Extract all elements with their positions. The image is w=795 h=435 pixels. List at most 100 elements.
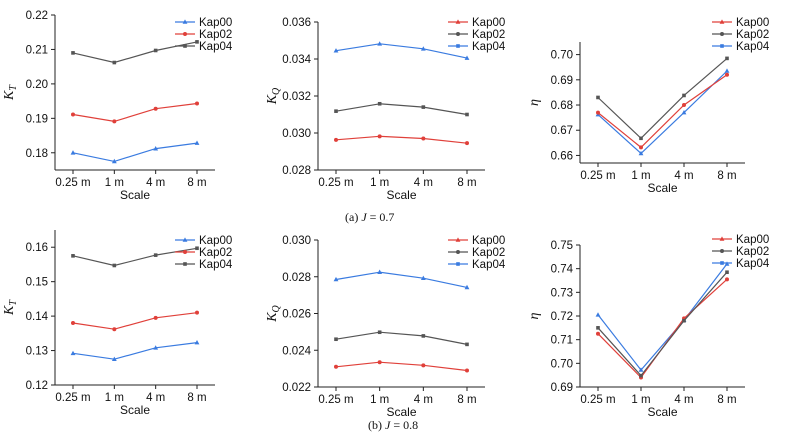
x-tick-label: 8 m — [187, 392, 206, 404]
y-tick-label: 0.69 — [551, 382, 573, 394]
data-point-kap00 — [194, 340, 200, 345]
legend-marker — [455, 19, 461, 24]
series-line-kap00 — [335, 271, 468, 288]
series-line-kap00 — [72, 342, 198, 360]
y-axis-label: KQ — [265, 304, 282, 322]
y-tick-label: 0.71 — [551, 335, 573, 347]
legend-label: Kap00 — [736, 17, 769, 29]
series-line-kap04 — [72, 41, 198, 64]
y-tick-label: 0.12 — [26, 380, 48, 392]
data-point-kap00 — [420, 275, 426, 281]
data-point-kap04 — [153, 253, 158, 257]
y-tick-label: 0.70 — [551, 358, 573, 370]
y-tick-label: 0.030 — [282, 128, 311, 140]
data-point-kap00 — [70, 150, 76, 155]
x-tick-label: 1 m — [631, 394, 650, 406]
y-tick-label: 0.14 — [26, 311, 49, 323]
x-tick-label: 0.25 m — [580, 170, 615, 182]
x-tick-label: 4 m — [674, 394, 693, 406]
legend-marker — [183, 32, 187, 36]
y-tick-label: 0.036 — [282, 17, 311, 29]
data-point-kap04 — [71, 254, 75, 258]
data-point-kap02 — [682, 103, 686, 108]
data-point-kap04 — [195, 246, 199, 251]
data-point-kap00 — [153, 146, 159, 151]
y-tick-label: 0.19 — [26, 113, 48, 125]
chart-a1: 0.18 0.19 0.20 0.21 0.22 0.25 m 1 m 4 m 8 m Scale… — [2, 10, 233, 202]
data-point-kap00 — [464, 55, 470, 60]
data-point-kap00 — [377, 41, 383, 46]
series-line-kap00 — [597, 70, 728, 155]
series-line-kap02 — [597, 74, 728, 149]
x-tick-label: 1 m — [631, 170, 650, 182]
caption-b: (b) J = 0.8 — [368, 418, 419, 432]
y-tick-label: 0.034 — [282, 54, 311, 66]
data-point-kap00 — [70, 350, 76, 356]
data-point-kap00 — [194, 140, 200, 145]
data-point-kap04 — [377, 101, 382, 106]
legend-marker — [456, 32, 460, 36]
data-point-kap02 — [195, 101, 199, 106]
series-line-kap04 — [597, 271, 728, 377]
data-point-kap00 — [333, 276, 339, 282]
data-point-kap02 — [71, 321, 75, 325]
chart-a2: 0.028 0.030 0.032 0.034 0.036 0.25 m 1 m 4 m 8 m… — [265, 17, 506, 202]
data-point-kap00 — [638, 367, 644, 372]
data-point-kap02 — [334, 364, 338, 369]
y-tick-label: 0.72 — [551, 311, 573, 323]
x-tick-label: 8 m — [717, 170, 736, 182]
y-tick-label: 0.68 — [551, 100, 573, 112]
y-tick-label: 0.026 — [282, 309, 311, 321]
data-point-kap04 — [421, 334, 426, 338]
data-point-kap02 — [421, 136, 426, 141]
data-point-kap02 — [596, 331, 600, 336]
data-point-kap00 — [464, 284, 470, 290]
series-line-kap00 — [72, 142, 198, 163]
data-point-kap04 — [421, 105, 426, 109]
x-axis-label: Scale — [647, 181, 677, 195]
y-tick-label: 0.030 — [282, 235, 311, 247]
y-tick-label: 0.69 — [551, 75, 573, 87]
data-point-kap04 — [725, 56, 729, 61]
data-point-kap02 — [377, 134, 382, 139]
legend-marker — [719, 19, 725, 24]
caption-a: (a) J = 0.7 — [345, 210, 395, 224]
x-tick-label: 4 m — [146, 392, 165, 404]
data-point-kap02 — [465, 141, 469, 146]
data-point-kap00 — [420, 46, 426, 51]
y-tick-label: 0.022 — [282, 382, 311, 394]
x-tick-label: 4 m — [414, 177, 433, 189]
legend-label: Kap00 — [472, 235, 505, 247]
x-tick-label: 0.25 m — [55, 177, 90, 189]
data-point-kap04 — [596, 95, 600, 100]
y-tick-label: 0.70 — [551, 50, 573, 62]
legend-marker — [183, 262, 187, 266]
data-point-kap02 — [377, 360, 382, 365]
x-tick-label: 0.25 m — [318, 394, 353, 406]
data-point-kap02 — [153, 315, 158, 320]
y-axis-label: η — [527, 99, 542, 106]
legend-label: Kap04 — [736, 258, 770, 270]
data-point-kap02 — [725, 277, 729, 282]
y-axis-label: KQ — [265, 87, 282, 105]
legend-marker — [720, 44, 724, 48]
x-tick-label: 4 m — [674, 170, 693, 182]
legend-label: Kap04 — [199, 259, 233, 271]
x-axis-label: Scale — [120, 403, 150, 417]
y-tick-label: 0.16 — [26, 242, 48, 254]
x-axis-label: Scale — [386, 188, 416, 202]
data-point-kap04 — [334, 337, 338, 342]
y-tick-label: 0.024 — [282, 345, 311, 357]
y-tick-label: 0.73 — [551, 287, 573, 299]
legend-marker — [720, 249, 724, 253]
legend-marker — [183, 250, 187, 254]
legend-label: Kap02 — [199, 29, 232, 41]
y-axis-label: KT — [2, 299, 19, 316]
series-line-kap02 — [335, 361, 468, 372]
data-point-kap04 — [112, 60, 117, 65]
y-tick-label: 0.67 — [551, 125, 573, 137]
y-tick-label: 0.20 — [26, 79, 48, 91]
x-tick-label: 0.25 m — [318, 177, 353, 189]
y-tick-label: 0.75 — [551, 240, 573, 252]
legend-label: Kap02 — [736, 246, 769, 258]
